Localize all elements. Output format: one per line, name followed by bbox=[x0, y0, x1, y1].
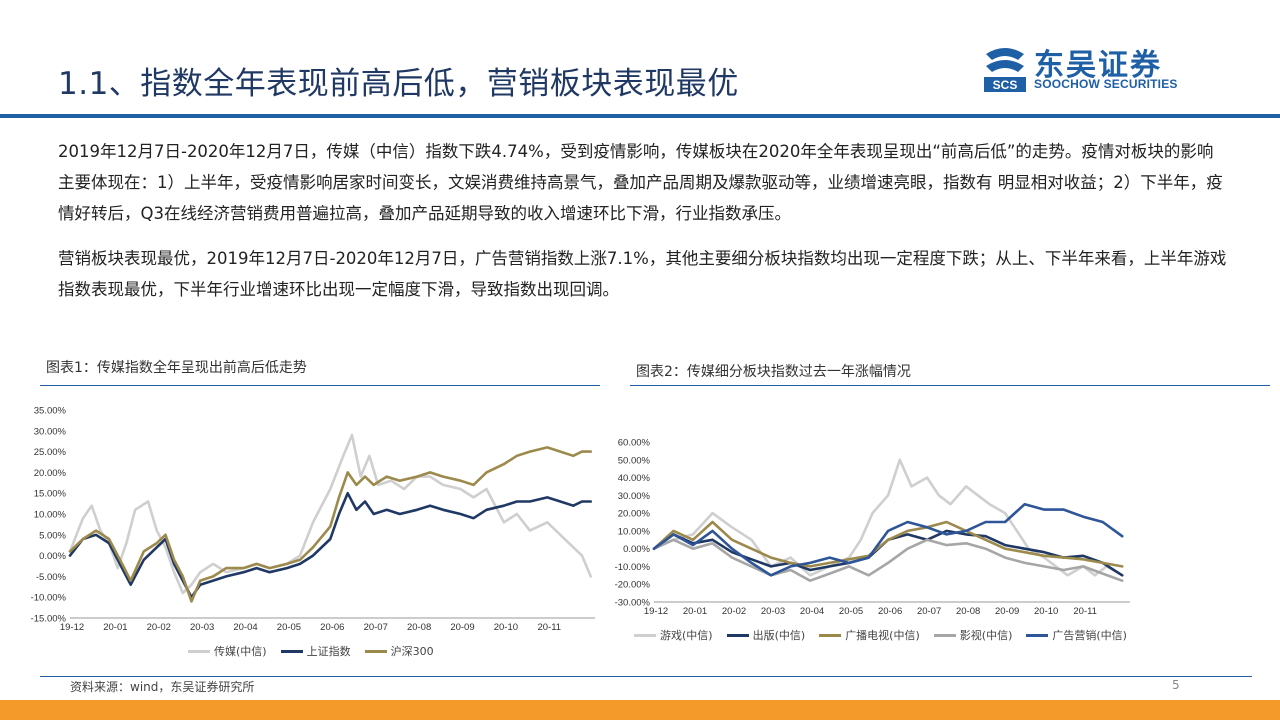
chart2-series-line bbox=[652, 538, 1124, 582]
chart2-legend-swatch bbox=[933, 633, 956, 637]
page-title: 1.1、指数全年表现前高后低，营销板块表现最优 bbox=[58, 66, 739, 102]
chart2-x-tick-label: 20-05 bbox=[839, 606, 863, 617]
logo-english-name: SOOCHOW SECURITIES bbox=[1034, 77, 1178, 91]
paragraph-marketing-sector: 营销板块表现最优，2019年12月7日-2020年12月7日，广告营销指数上涨7… bbox=[58, 249, 1227, 299]
chart2-y-tick-label: 20.00% bbox=[618, 509, 651, 520]
company-logo: SCS 东吴证券 SOOCHOW SECURITIES bbox=[982, 44, 1212, 96]
chart1-legend-label: 上证指数 bbox=[306, 645, 351, 658]
chart1-x-tick-label: 20-11 bbox=[537, 622, 561, 633]
chart1-y-tick-label: -15.00% bbox=[31, 614, 67, 625]
chart1-x-tick-label: 20-10 bbox=[494, 622, 518, 633]
chart2-y-tick-label: 40.00% bbox=[618, 473, 651, 484]
chart2-subsector-index: 60.00% 50.00% 40.00% 30.00% 20.00% 10.00% 0.00… bbox=[615, 438, 1130, 617]
chart2-legend-label: 影视(中信) bbox=[959, 629, 1013, 642]
chart2-y-tick-label: 60.00% bbox=[618, 438, 651, 449]
chart2-legend-item: 广播电视(中信) bbox=[819, 627, 920, 643]
chart2-x-tick-label: 20-01 bbox=[683, 606, 707, 617]
chart1-legend-item: 传媒(中信) bbox=[188, 643, 267, 659]
chart2-x-tick-label: 20-02 bbox=[722, 606, 746, 617]
chart2-legend-item: 广告营销(中信) bbox=[1026, 627, 1127, 643]
chart2-y-tick-label: -30.00% bbox=[615, 598, 651, 609]
chart2-y-tick-label: -10.00% bbox=[615, 562, 651, 573]
chart1-x-tick-label: 20-01 bbox=[103, 622, 127, 633]
logo-chinese-name: 东吴证券 bbox=[1034, 48, 1162, 83]
chart1-legend-item: 沪深300 bbox=[364, 643, 434, 659]
figure2-divider bbox=[630, 385, 1270, 386]
chart1-x-tick-label: 20-08 bbox=[407, 622, 431, 633]
chart1-legend-label: 传媒(中信) bbox=[214, 645, 267, 658]
chart1-legend: 传媒(中信) 上证指数 沪深300 bbox=[188, 643, 448, 659]
chart2-legend-item: 游戏(中信) bbox=[634, 627, 713, 643]
header-divider bbox=[0, 114, 1280, 118]
logo-mark-text: SCS bbox=[993, 78, 1018, 92]
chart1-y-tick-label: 10.00% bbox=[34, 510, 67, 521]
chart1-series-line bbox=[68, 433, 593, 595]
figure1-divider bbox=[40, 385, 600, 386]
footer-divider bbox=[40, 676, 1252, 677]
chart2-legend-swatch bbox=[1026, 633, 1049, 637]
chart1-legend-swatch bbox=[188, 649, 210, 653]
chart2-x-tick-label: 20-04 bbox=[800, 606, 824, 617]
chart2-legend-swatch bbox=[726, 633, 749, 637]
chart2-legend-swatch bbox=[819, 633, 842, 637]
chart2-x-tick-label: 20-06 bbox=[878, 606, 902, 617]
chart1-legend-label: 沪深300 bbox=[390, 645, 434, 658]
chart2-x-tick-label: 19-12 bbox=[644, 606, 668, 617]
chart1-y-tick-label: 15.00% bbox=[34, 489, 67, 500]
chart2-y-tick-label: 30.00% bbox=[618, 491, 651, 502]
chart2-legend: 游戏(中信) 出版(中信) 广播电视(中信) 影视(中信) 广告营销(中信) bbox=[634, 627, 1141, 643]
chart1-y-tick-label: 5.00% bbox=[39, 530, 66, 541]
chart2-x-tick-label: 20-08 bbox=[956, 606, 980, 617]
paragraph-media-index: 2019年12月7日-2020年12月7日，传媒（中信）指数下跌4.74%，受到… bbox=[58, 142, 1223, 223]
chart1-y-tick-label: 35.00% bbox=[34, 406, 67, 417]
figure2-title: 图表2：传媒细分板块指数过去一年涨幅情况 bbox=[636, 364, 911, 380]
chart1-legend-swatch bbox=[364, 649, 387, 653]
chart1-y-tick-label: 25.00% bbox=[34, 447, 67, 458]
chart1-x-tick-label: 20-04 bbox=[233, 622, 257, 633]
chart2-series-line bbox=[652, 502, 1124, 577]
chart2-x-tick-label: 20-03 bbox=[761, 606, 785, 617]
chart1-x-tick-label: 20-07 bbox=[364, 622, 388, 633]
chart2-legend-label: 出版(中信) bbox=[752, 629, 806, 642]
chart2-x-tick-label: 20-10 bbox=[1034, 606, 1058, 617]
chart1-x-tick-label: 20-02 bbox=[147, 622, 171, 633]
chart1-x-tick-label: 20-05 bbox=[277, 622, 301, 633]
figure1-title: 图表1：传媒指数全年呈现出前高后低走势 bbox=[46, 360, 307, 376]
chart2-y-tick-label: -20.00% bbox=[615, 580, 651, 591]
chart2-legend-label: 广告营销(中信) bbox=[1052, 629, 1127, 642]
chart1-legend-swatch bbox=[280, 649, 303, 653]
chart1-y-tick-label: 0.00% bbox=[39, 551, 66, 562]
chart2-x-tick-label: 20-11 bbox=[1073, 606, 1097, 617]
chart1-x-tick-label: 19-12 bbox=[60, 622, 84, 633]
footer-accent-bar bbox=[0, 700, 1280, 720]
chart2-legend-item: 影视(中信) bbox=[933, 627, 1013, 643]
chart1-media-index: 35.00% 30.00% 25.00% 20.00% 15.00% 10.00% 5.00… bbox=[31, 406, 595, 633]
chart2-legend-label: 广播电视(中信) bbox=[845, 629, 920, 642]
chart2-series-line bbox=[652, 458, 1124, 577]
chart1-series-line bbox=[68, 491, 593, 599]
source-note: 资料来源：wind，东吴证券研究所 bbox=[70, 680, 255, 694]
chart1-y-tick-label: 30.00% bbox=[34, 426, 67, 437]
chart2-x-tick-label: 20-07 bbox=[917, 606, 941, 617]
chart2-series-line bbox=[652, 520, 1124, 568]
chart1-legend-item: 上证指数 bbox=[280, 643, 351, 659]
chart1-x-tick-label: 20-06 bbox=[320, 622, 344, 633]
chart2-y-tick-label: 10.00% bbox=[618, 526, 651, 537]
chart2-legend-swatch bbox=[634, 633, 656, 637]
scs-logo-icon: SCS bbox=[982, 44, 1028, 94]
chart2-x-tick-label: 20-09 bbox=[995, 606, 1019, 617]
chart1-y-tick-label: 20.00% bbox=[34, 468, 67, 479]
chart2-y-tick-label: 0.00% bbox=[623, 544, 650, 555]
chart1-y-tick-label: -10.00% bbox=[31, 593, 67, 604]
chart1-series-line bbox=[68, 446, 593, 603]
chart2-y-tick-label: 50.00% bbox=[618, 455, 651, 466]
chart2-legend-label: 游戏(中信) bbox=[660, 629, 713, 642]
chart1-x-tick-label: 20-03 bbox=[190, 622, 214, 633]
chart1-x-tick-label: 20-09 bbox=[450, 622, 474, 633]
chart1-y-tick-label: -5.00% bbox=[36, 572, 67, 583]
page-number: 5 bbox=[1172, 678, 1180, 692]
chart2-legend-item: 出版(中信) bbox=[726, 627, 806, 643]
